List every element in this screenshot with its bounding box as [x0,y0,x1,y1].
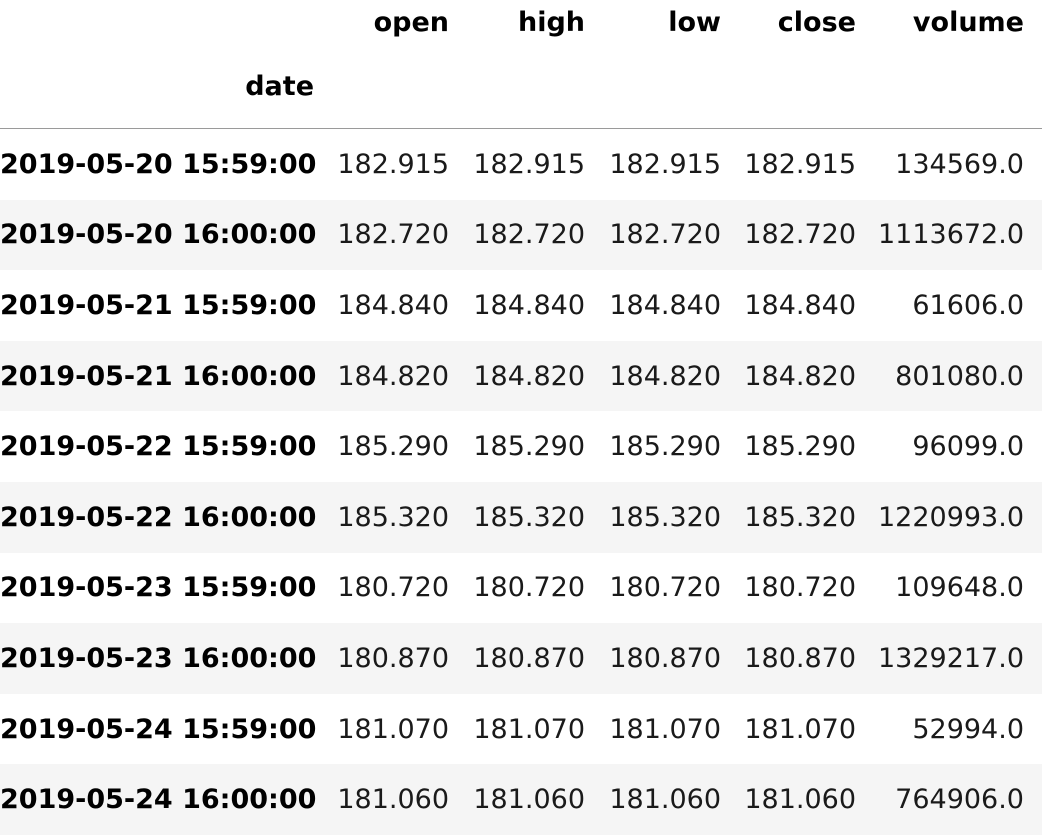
row-index-date: 2019-05-24 15:59:00 [0,713,317,745]
index-name-header: date [245,70,314,102]
row-index-date: 2019-05-21 16:00:00 [0,360,317,392]
index-header-empty [467,44,603,129]
cell-open: 181.060 [337,784,449,816]
row-index-date: 2019-05-23 16:00:00 [0,642,317,674]
cell-low: 184.820 [609,360,721,392]
cell-high: 181.060 [473,784,585,816]
cell-close: 181.060 [744,784,856,816]
cell-close: 181.070 [744,713,856,745]
row-index-date: 2019-05-22 16:00:00 [0,501,317,533]
cell-volume: 764906.0 [895,784,1024,816]
cell-low: 181.060 [609,784,721,816]
cell-high: 184.820 [473,360,585,392]
table-header: open high low close volume date [0,0,1042,129]
cell-low: 181.070 [609,713,721,745]
cell-open: 185.320 [337,501,449,533]
table-body: 2019-05-20 15:59:00 182.915 182.915 182.915… [0,129,1042,835]
cell-close: 184.840 [744,289,856,321]
cell-volume: 96099.0 [912,431,1024,463]
table-row: 2019-05-21 15:59:00 184.840 184.840 184.840… [0,270,1042,341]
cell-open: 185.290 [337,431,449,463]
column-header-open: open [373,6,449,38]
cell-high: 185.320 [473,501,585,533]
cell-open: 182.915 [337,148,449,180]
table-row: 2019-05-23 16:00:00 180.870 180.870 180.870… [0,623,1042,694]
row-index-date: 2019-05-23 15:59:00 [0,572,317,604]
row-index-date: 2019-05-20 15:59:00 [0,148,317,180]
cell-close: 180.870 [744,642,856,674]
cell-volume: 1113672.0 [877,219,1024,251]
cell-open: 184.820 [337,360,449,392]
cell-low: 182.915 [609,148,721,180]
table-row: 2019-05-20 15:59:00 182.915 182.915 182.915… [0,129,1042,200]
cell-volume: 61606.0 [912,289,1024,321]
table-row: 2019-05-22 15:59:00 185.290 185.290 185.290… [0,411,1042,482]
cell-close: 182.915 [744,148,856,180]
cell-high: 182.720 [473,219,585,251]
table-row: 2019-05-20 16:00:00 182.720 182.720 182.720… [0,199,1042,271]
index-header-empty [603,44,739,129]
cell-high: 180.720 [473,572,585,604]
row-index-date: 2019-05-24 16:00:00 [0,784,317,816]
cell-volume: 1329217.0 [877,642,1024,674]
cell-volume: 109648.0 [895,572,1024,604]
cell-volume: 134569.0 [895,148,1024,180]
column-header-low: low [668,6,721,38]
cell-open: 181.070 [337,713,449,745]
table-row: 2019-05-22 16:00:00 185.320 185.320 185.320… [0,481,1042,553]
cell-close: 184.820 [744,360,856,392]
column-header-volume: volume [912,6,1024,38]
table-row: 2019-05-24 15:59:00 181.070 181.070 181.070… [0,694,1042,765]
cell-close: 185.320 [744,501,856,533]
table-row: 2019-05-23 15:59:00 180.720 180.720 180.720… [0,553,1042,624]
cell-open: 184.840 [337,289,449,321]
column-header-row: open high low close volume [0,0,1042,44]
row-index-date: 2019-05-21 15:59:00 [0,289,317,321]
cell-high: 181.070 [473,713,585,745]
cell-low: 180.870 [609,642,721,674]
cell-volume: 801080.0 [895,360,1024,392]
cell-low: 184.840 [609,289,721,321]
cell-low: 182.720 [609,219,721,251]
cell-low: 185.290 [609,431,721,463]
cell-high: 182.915 [473,148,585,180]
cell-high: 185.290 [473,431,585,463]
column-header-high: high [517,6,585,38]
cell-open: 180.720 [337,572,449,604]
row-index-date: 2019-05-20 16:00:00 [0,219,317,251]
table-row: 2019-05-24 16:00:00 181.060 181.060 181.060… [0,764,1042,835]
row-index-date: 2019-05-22 15:59:00 [0,431,317,463]
cell-open: 182.720 [337,219,449,251]
cell-volume: 52994.0 [912,713,1024,745]
cell-close: 185.290 [744,431,856,463]
header-blank-cell [0,0,332,44]
cell-low: 185.320 [609,501,721,533]
cell-volume: 1220993.0 [877,501,1024,533]
table-row: 2019-05-21 16:00:00 184.820 184.820 184.820… [0,340,1042,412]
cell-close: 180.720 [744,572,856,604]
index-header-empty [332,44,467,129]
index-header-empty [739,44,874,129]
index-header-empty [874,44,1042,129]
cell-close: 182.720 [744,219,856,251]
cell-open: 180.870 [337,642,449,674]
cell-high: 184.840 [473,289,585,321]
column-header-close: close [777,6,856,38]
cell-high: 180.870 [473,642,585,674]
index-header-row: date [0,44,1042,129]
cell-low: 180.720 [609,572,721,604]
